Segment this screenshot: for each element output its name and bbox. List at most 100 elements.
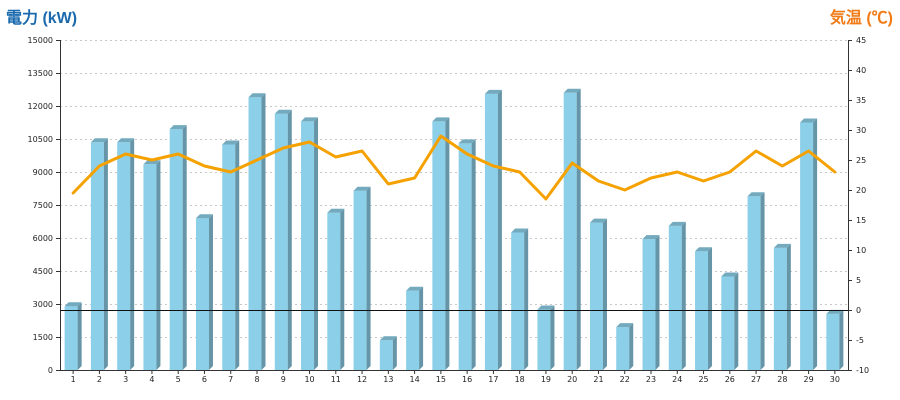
temperature-point xyxy=(518,171,521,173)
bar xyxy=(773,243,791,370)
bar xyxy=(143,160,161,370)
x-tick-label: 27 xyxy=(751,375,761,384)
bar-top xyxy=(589,218,607,223)
bar-top xyxy=(563,88,581,93)
bar-side xyxy=(445,117,450,371)
x-tick-label: 6 xyxy=(202,375,207,384)
temperature-line xyxy=(71,134,837,201)
bar-top xyxy=(642,235,660,240)
bar-front xyxy=(642,239,656,370)
left-tick-label: 12000 xyxy=(28,102,53,111)
temperature-point xyxy=(597,180,600,182)
bar-side xyxy=(497,89,502,371)
x-tick-label: 30 xyxy=(830,375,840,384)
x-tick-label: 14 xyxy=(410,375,420,384)
bar xyxy=(248,93,266,370)
bar-front xyxy=(169,129,183,370)
bar-side xyxy=(681,221,686,370)
bar-top xyxy=(511,228,529,233)
bar xyxy=(721,272,739,370)
bar-series xyxy=(64,88,844,371)
bar-top xyxy=(432,117,450,122)
bar xyxy=(222,140,240,370)
bar xyxy=(537,305,555,370)
bar-side xyxy=(813,118,818,370)
temperature-point xyxy=(545,198,547,200)
x-tick-label: 11 xyxy=(331,375,341,384)
bar-front xyxy=(353,190,367,370)
left-tick-label: 6000 xyxy=(33,234,53,243)
bar xyxy=(117,138,135,370)
bar-side xyxy=(786,243,791,370)
x-tick-label: 20 xyxy=(567,375,577,384)
bar-front xyxy=(563,92,577,371)
x-tick-label: 12 xyxy=(357,375,367,384)
bar-side xyxy=(576,88,581,371)
temperature-point xyxy=(702,180,705,182)
left-tick-label: 7500 xyxy=(33,201,53,210)
temperature-point xyxy=(807,150,810,152)
bar-side xyxy=(103,138,108,370)
temperature-point xyxy=(781,165,784,167)
bar-top xyxy=(327,208,345,213)
x-tick-label: 21 xyxy=(593,375,603,384)
bar xyxy=(695,247,713,370)
bar-front xyxy=(327,212,341,370)
bar-top xyxy=(773,243,791,248)
bar-top xyxy=(484,89,502,94)
temperature-point xyxy=(361,150,363,152)
bar-side xyxy=(287,109,292,370)
temperature-point xyxy=(834,171,836,173)
bar-top xyxy=(458,139,476,144)
left-tick-label: 1500 xyxy=(33,333,53,342)
bar-side xyxy=(340,208,345,370)
x-tick-label: 28 xyxy=(777,375,787,384)
bar-top xyxy=(64,302,82,307)
right-tick-label: 0 xyxy=(856,306,861,315)
bar-top xyxy=(169,125,187,130)
bar-front xyxy=(432,121,446,371)
temperature-point xyxy=(177,153,179,155)
bar-side xyxy=(471,139,476,370)
temperature-point xyxy=(492,165,495,167)
tick-labels: 0 1500 3000 4500 6000 7500 9000 10500 12000 13500… xyxy=(28,36,870,384)
bar xyxy=(327,208,345,370)
bar xyxy=(432,117,450,371)
bar-top xyxy=(537,305,555,310)
temperature-point xyxy=(440,135,442,137)
temperature-point xyxy=(282,147,285,149)
bar-side xyxy=(602,218,607,370)
x-tick-label: 2 xyxy=(97,375,102,384)
bar-top xyxy=(222,140,240,145)
x-tick-label: 29 xyxy=(804,375,814,384)
bar-top xyxy=(616,323,634,328)
right-tick-label: 20 xyxy=(856,186,866,195)
right-tick-label: 5 xyxy=(856,276,861,285)
x-tick-label: 25 xyxy=(698,375,708,384)
bar-side xyxy=(839,309,844,370)
bar-side xyxy=(235,140,240,370)
right-tick-label: 45 xyxy=(856,36,866,45)
bar-side xyxy=(419,286,424,370)
bar-front xyxy=(274,113,288,370)
left-tick-label: 4500 xyxy=(33,267,53,276)
temperature-point xyxy=(755,150,757,152)
bar-front xyxy=(301,121,315,371)
bar-top xyxy=(406,286,424,291)
bar-front xyxy=(222,144,236,370)
bar-top xyxy=(379,336,397,341)
bar xyxy=(195,214,213,370)
bar xyxy=(274,109,292,370)
bar-front xyxy=(458,143,472,370)
right-axis-title: 気温 (℃) xyxy=(830,8,893,27)
bar-side xyxy=(550,305,555,370)
right-tick-label: -5 xyxy=(856,336,864,345)
x-tick-label: 23 xyxy=(646,375,656,384)
bar-side xyxy=(629,323,634,370)
temperature-point xyxy=(72,192,74,194)
bar-top xyxy=(747,192,765,197)
x-tick-label: 5 xyxy=(176,375,181,384)
bar-front xyxy=(511,232,525,370)
axes xyxy=(60,40,849,371)
